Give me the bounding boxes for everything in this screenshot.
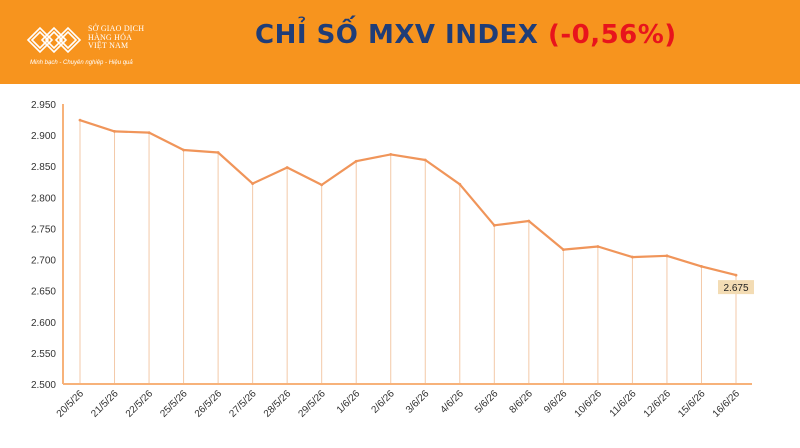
- data-point: [458, 182, 462, 186]
- series-line: [79, 119, 737, 277]
- y-tick-label: 2.700: [31, 256, 56, 267]
- x-tick-label: 21/5/26: [89, 388, 121, 420]
- last-value-badge: [718, 280, 754, 295]
- x-tick-label: 12/6/26: [642, 388, 674, 420]
- data-point: [354, 159, 358, 163]
- logo-slogan: Minh bạch - Chuyên nghiệp - Hiệu quả: [30, 60, 133, 66]
- data-point: [389, 153, 393, 156]
- x-tick-label: 3/6/26: [404, 388, 432, 416]
- x-tick-label: 1/6/26: [335, 388, 363, 416]
- data-point: [251, 182, 255, 186]
- x-tick-label: 26/5/26: [193, 388, 225, 420]
- data-point: [700, 265, 703, 268]
- y-tick-label: 2.850: [31, 162, 56, 173]
- data-point: [561, 248, 565, 252]
- data-point: [527, 219, 531, 223]
- x-tick-label: 27/5/26: [227, 388, 259, 420]
- x-tick-label: 8/6/26: [508, 388, 536, 416]
- logo-line-1: SỞ GIAO DỊCH: [88, 24, 145, 33]
- mxv-logo: SỞ GIAO DỊCH HÀNG HÓA VIỆT NAM Minh bạch…: [26, 22, 166, 74]
- y-tick-label: 2.800: [31, 193, 56, 204]
- y-tick-label: 2.550: [31, 349, 56, 360]
- mxv-logo-icon: [26, 26, 82, 54]
- title-text: CHỈ SỐ MXV INDEX: [255, 20, 539, 50]
- x-tick-label: 10/6/26: [573, 388, 605, 420]
- logo-line-2: HÀNG HÓA: [88, 32, 133, 42]
- data-point: [285, 166, 289, 169]
- header-banner: SỞ GIAO DỊCH HÀNG HÓA VIỆT NAM Minh bạch…: [0, 0, 800, 84]
- data-point: [113, 129, 116, 133]
- data-point: [631, 255, 634, 259]
- x-tick-label: 22/5/26: [124, 388, 156, 420]
- x-tick-label: 5/6/26: [473, 388, 501, 416]
- x-tick-label: 11/6/26: [608, 388, 639, 419]
- data-point: [734, 273, 738, 277]
- x-tick-label: 20/5/26: [55, 388, 87, 420]
- data-point: [665, 254, 669, 258]
- data-point: [423, 158, 427, 162]
- x-tick-label: 15/6/26: [676, 388, 708, 420]
- data-point: [596, 245, 600, 248]
- line-chart: 2.500 2.550 2.600 2.650 2.700 2.750 2.800 2.850…: [31, 100, 754, 420]
- x-tick-label: 4/6/26: [438, 388, 466, 416]
- logo-line-3: VIỆT NAM: [88, 41, 129, 50]
- data-point: [78, 118, 82, 122]
- data-point: [147, 131, 151, 135]
- last-value-label: 2.675: [723, 283, 748, 294]
- data-point: [492, 223, 496, 227]
- y-tick-label: 2.500: [31, 380, 56, 391]
- y-tick-label: 2.900: [31, 131, 56, 142]
- x-tick-label: 28/5/26: [262, 388, 294, 420]
- x-tick-label: 2/6/26: [369, 388, 397, 416]
- data-point: [320, 183, 324, 187]
- y-tick-label: 2.600: [31, 318, 56, 329]
- x-tick-label: 9/6/26: [542, 388, 570, 416]
- page-title: CHỈ SỐ MXV INDEX (-0,56%): [255, 20, 677, 60]
- x-tick-label: 25/5/26: [158, 388, 190, 420]
- y-tick-label: 2.650: [31, 287, 56, 298]
- y-tick-label: 2.950: [31, 100, 56, 111]
- x-tick-label: 16/6/26: [711, 388, 743, 420]
- data-point: [216, 151, 220, 154]
- y-tick-label: 2.750: [31, 224, 56, 235]
- x-tick-label: 29/5/26: [296, 388, 328, 420]
- data-point: [182, 148, 185, 152]
- title-change: (-0,56%): [547, 20, 677, 50]
- logo-name: SỞ GIAO DỊCH HÀNG HÓA VIỆT NAM: [88, 24, 145, 51]
